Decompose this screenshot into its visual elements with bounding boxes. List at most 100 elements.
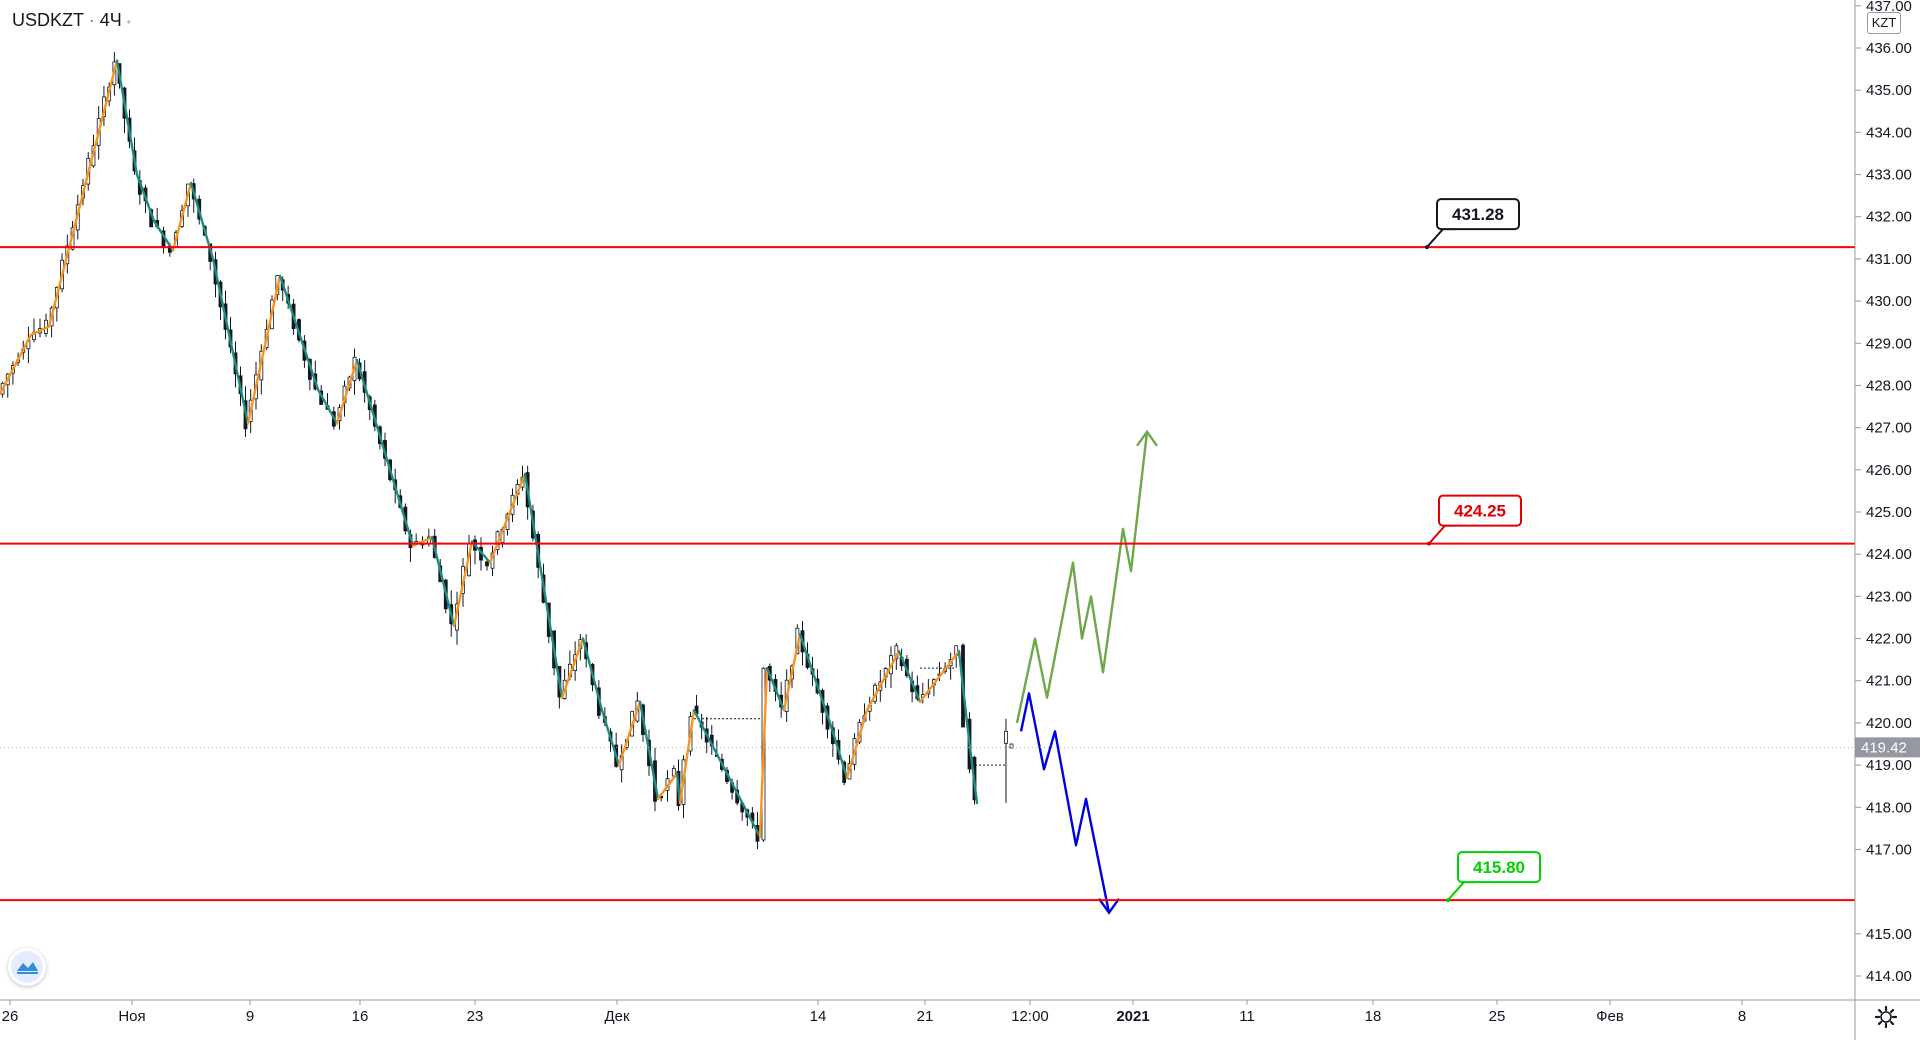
x-tick-label: 23: [467, 1008, 484, 1025]
x-tick-label: 14: [810, 1008, 827, 1025]
x-tick-label: 16: [352, 1008, 369, 1025]
zigzag-segment: [845, 709, 869, 779]
y-tick-label: 436.00: [1866, 40, 1912, 57]
zigzag-segment: [897, 650, 922, 704]
x-tick-label: 25: [1489, 1008, 1506, 1025]
callout-pointer: [1428, 524, 1457, 545]
callout-box: [1457, 851, 1541, 884]
zigzag-segment: [678, 709, 696, 805]
currency-badge[interactable]: KZT: [1867, 12, 1901, 34]
zigzag-segment: [523, 472, 564, 699]
zigzag-segment: [152, 219, 175, 252]
x-tick-label: 11: [1239, 1008, 1255, 1025]
x-tick-label: 8: [1738, 1008, 1746, 1025]
x-tick-label: 12:00: [1011, 1008, 1049, 1025]
x-tick-label: Ноя: [118, 1008, 145, 1025]
callout-label: 431.28: [1452, 205, 1504, 224]
interval: 4Ч: [99, 10, 122, 30]
y-tick-label: 431.00: [1866, 251, 1912, 268]
callout-pointer: [1447, 881, 1476, 901]
zigzag-segment: [758, 666, 769, 838]
zigzag-segment: [452, 540, 474, 628]
y-tick-label: 426.00: [1866, 462, 1912, 479]
y-tick-label: 428.00: [1866, 377, 1912, 394]
zigzag-segment: [957, 650, 969, 725]
y-tick-label: 424.00: [1866, 546, 1912, 563]
zigzag-segment: [355, 358, 415, 547]
callout-box: [1438, 494, 1522, 527]
bear-scenario-path: [1019, 692, 1111, 913]
symbol-title: USDKZT · 4Ч •: [12, 10, 131, 31]
zigzag-segment: [560, 637, 585, 699]
y-tick-label: 432.00: [1866, 209, 1912, 226]
price-axis-bg: [1855, 0, 1920, 1040]
tradingview-logo-icon[interactable]: [8, 948, 46, 986]
zigzag-segment: [488, 472, 527, 564]
x-tick-label: 26: [2, 1008, 19, 1025]
callout-pointer: [1426, 228, 1455, 248]
zigzag-segment: [600, 709, 621, 767]
zigzag-layer: [0, 59, 979, 838]
candle-body: [1004, 730, 1008, 744]
y-tick-label: 418.00: [1866, 799, 1912, 816]
last-price-badge: [1855, 737, 1920, 758]
zigzag-segment: [692, 709, 762, 838]
candle-body: [1009, 743, 1014, 749]
y-tick-label: 437.00: [1866, 0, 1912, 15]
y-tick-label: 421.00: [1866, 673, 1912, 690]
zigzag-segment: [430, 536, 456, 628]
y-tick-label: 423.00: [1866, 588, 1912, 605]
zigzag-segment: [29, 325, 51, 337]
zigzag-segment: [278, 274, 320, 391]
zigzag-segment: [828, 721, 849, 779]
zigzag-segment: [675, 772, 682, 805]
zigzag-segment: [470, 540, 492, 564]
zigzag-segment: [0, 333, 33, 396]
x-tick-label: Дек: [604, 1008, 630, 1025]
bull-arrowhead: [1136, 429, 1158, 447]
zigzag-segment: [135, 173, 156, 223]
callout-label: 415.80: [1473, 858, 1525, 877]
bear-arrowhead: [1098, 898, 1120, 915]
callout-anchor: [1427, 541, 1431, 546]
y-tick-label: 434.00: [1866, 124, 1912, 141]
zigzag-segment: [115, 59, 139, 176]
y-tick-label: 414.00: [1866, 968, 1912, 985]
callout-anchor: [1446, 898, 1450, 903]
y-tick-label: 429.00: [1866, 335, 1912, 352]
callout-anchor: [1425, 245, 1429, 250]
y-tick-label: 435.00: [1866, 82, 1912, 99]
zigzag-segment: [335, 358, 359, 425]
callout-label: 424.25: [1454, 502, 1506, 521]
zigzag-segment: [171, 181, 193, 252]
x-tick-label: 2021: [1116, 1008, 1149, 1025]
zigzag-segment: [47, 59, 119, 328]
zigzag-segment: [918, 650, 961, 704]
callout-box: [1436, 198, 1520, 231]
zigzag-segment: [581, 637, 604, 712]
zigzag-segment: [246, 274, 282, 425]
y-tick-label: 433.00: [1866, 167, 1912, 184]
y-tick-label: 430.00: [1866, 293, 1912, 310]
y-tick-label: 422.00: [1866, 631, 1912, 648]
status-dot: •: [126, 15, 131, 29]
y-tick-label: 417.00: [1866, 841, 1912, 858]
x-tick-label: 9: [246, 1008, 254, 1025]
last-price-label: 419.42: [1861, 739, 1907, 756]
scenario-layer: [1015, 429, 1158, 915]
zigzag-segment: [638, 700, 660, 801]
y-tick-label: 419.00: [1866, 757, 1912, 774]
x-tick-label: Фев: [1596, 1008, 1624, 1025]
gear-icon[interactable]: [1873, 1004, 1899, 1030]
y-tick-label: 415.00: [1866, 926, 1912, 943]
zigzag-segment: [782, 633, 802, 712]
zigzag-segment: [765, 666, 786, 712]
symbol-name: USDKZT: [12, 10, 84, 30]
separator: ·: [88, 10, 95, 30]
candle-body: [485, 561, 489, 567]
x-tick-label: 18: [1365, 1008, 1382, 1025]
zigzag-segment: [617, 700, 642, 767]
bull-scenario-path: [1015, 431, 1149, 724]
